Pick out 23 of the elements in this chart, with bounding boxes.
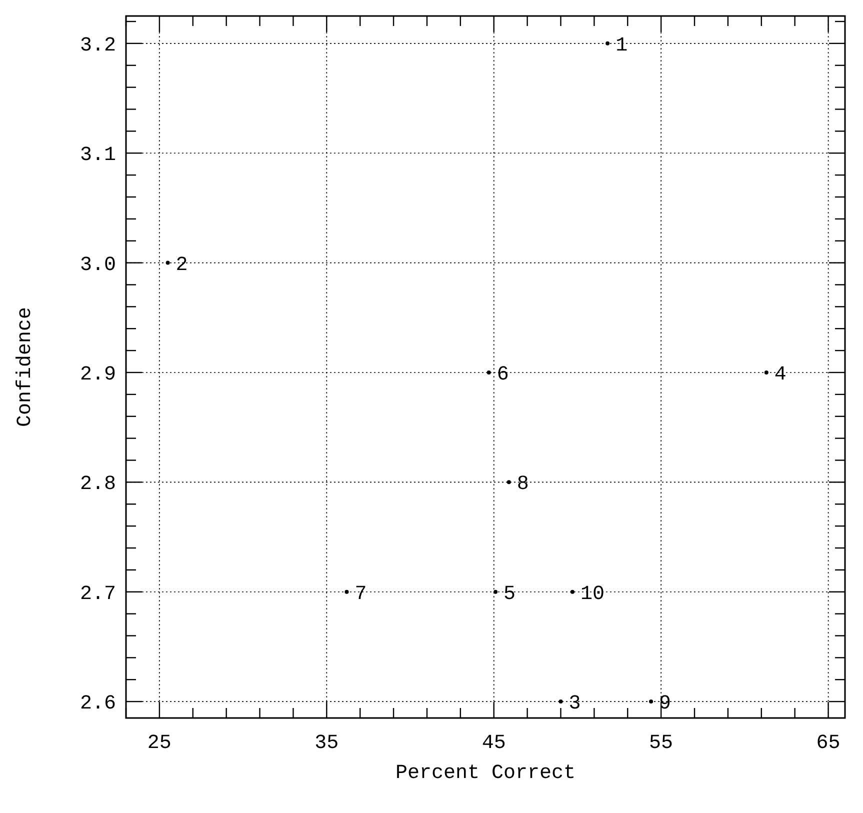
annotation: 2 [176, 254, 188, 277]
annotation: 4 [774, 363, 786, 386]
y-axis-title: Confidence [14, 306, 37, 428]
annotation: 5 [504, 582, 516, 606]
x-tick-label: 45 [482, 732, 506, 755]
y-tick-label: 3.0 [80, 254, 116, 277]
x-tick-label: 65 [816, 732, 840, 755]
annotation: 6 [496, 363, 509, 386]
x-tick-label: 35 [314, 732, 339, 755]
y-tick-label: 2.7 [80, 582, 116, 606]
y-tick-label: 2.6 [80, 692, 116, 716]
annotation: 7 [354, 582, 367, 606]
annotation: 10 [580, 582, 604, 606]
x-tick-label: 25 [147, 732, 172, 755]
annotation: 8 [516, 473, 529, 496]
annotation: 3 [568, 692, 581, 716]
x-axis-title: Percent Correct [395, 762, 576, 785]
x-tick-label: 55 [649, 732, 674, 755]
annotation: 1 [616, 34, 628, 58]
y-tick-label: 2.9 [80, 363, 116, 386]
y-tick-label: 3.2 [80, 34, 116, 58]
y-tick-label: 3.1 [80, 144, 116, 168]
y-tick-label: 2.8 [80, 473, 116, 496]
